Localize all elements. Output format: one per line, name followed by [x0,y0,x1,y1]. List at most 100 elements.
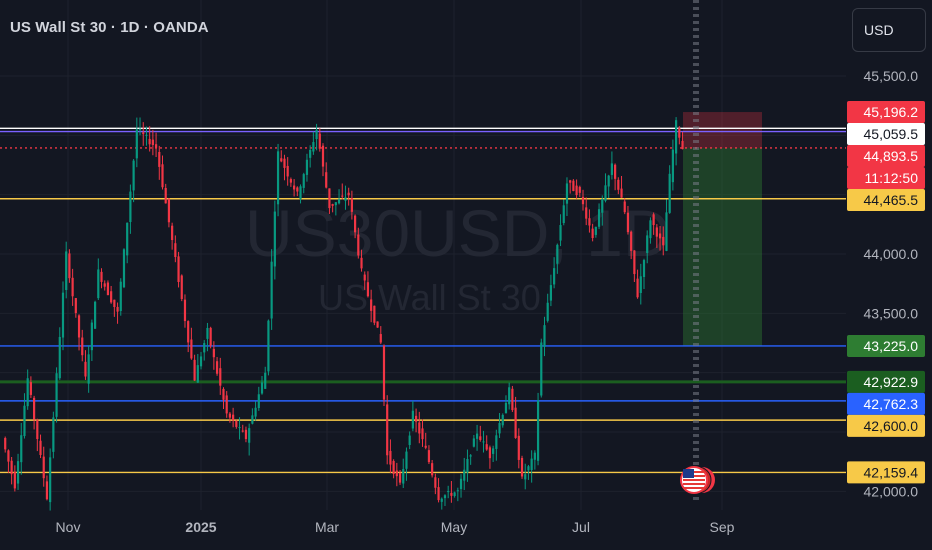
candle-body [594,226,597,235]
x-tick-label: Sep [710,519,735,535]
candle-body [119,281,122,312]
candle-body [431,463,434,476]
price-label-text: 42,762.3 [864,396,919,412]
candle-body [215,361,219,374]
candle-body [479,436,482,440]
event-marker[interactable] [680,466,715,494]
candle-body [459,478,463,490]
candle-body [581,196,585,205]
candle-body [440,498,443,502]
candle-body [427,450,431,463]
price-label-text: 42,600.0 [864,418,919,434]
candle-body [276,151,280,205]
candle-body [424,445,427,448]
candle-body [681,140,684,150]
candle-body [639,276,642,294]
candle-body [235,420,238,427]
currency-button[interactable]: USD [852,8,926,52]
candles [4,117,684,511]
candle-body [142,132,145,134]
candle-body [68,253,71,279]
candle-body [652,214,655,226]
candle-body [633,250,636,275]
candle-body [572,180,575,192]
candle-body [16,461,20,484]
price-label-box [847,461,925,484]
watermark: US30USD, 1D US Wall St 30 [245,196,671,318]
candle-body [585,207,588,219]
horizontal-lines[interactable] [0,127,846,474]
candle-body [264,372,267,389]
candle-body [206,327,209,339]
price-label-box [847,414,925,437]
candle-body [501,414,504,426]
candle-body [232,414,235,421]
price-label-box [847,189,925,212]
candle-body [257,394,260,409]
price-label-box [847,370,925,393]
candle-body [196,365,199,383]
candle-body [559,225,562,241]
candle-body [87,354,90,384]
candle-body [533,452,536,460]
candle-body [97,269,100,299]
candle-body [678,128,681,138]
candle-body [132,160,135,191]
candle-body [328,188,331,209]
candle-body [65,251,68,290]
candle-body [617,179,620,190]
candle-body [225,395,228,414]
candle-body [671,149,674,183]
candle-body [187,321,190,343]
price-label-box [847,123,925,146]
x-axis: Nov 2025 Mar May Jul Sep [56,519,735,535]
candle-body [71,277,74,297]
candle-body [373,305,376,323]
candle-body [556,244,559,264]
candle-body [549,285,553,301]
candle-body [138,129,142,131]
candle-body [376,321,379,328]
candle-body [219,368,222,386]
candle-body [421,428,424,440]
chart-title: US Wall St 30 · 1D · OANDA [10,19,209,36]
price-label-text: 44,893.5 [864,148,919,164]
candle-body [553,268,556,285]
candle-body [126,222,129,256]
candle-body [334,202,337,206]
candle-body [402,469,405,484]
candle-body [177,256,180,283]
y-tick-label: 44,000.0 [864,246,919,262]
candle-body [55,373,58,417]
candle-body [655,227,658,237]
candle-body [305,159,309,175]
candle-body [180,275,183,300]
candle-body [395,470,398,477]
x-tick-label: 2025 [185,519,216,535]
candle-body [228,413,232,418]
candle-body [7,450,10,462]
price-label-text: 42,922.9 [864,374,919,390]
candle-body [20,435,23,463]
candle-body [344,197,347,201]
candle-body [414,415,418,422]
candle-body [4,438,7,450]
candle-body [514,407,517,438]
candle-body [36,419,39,440]
candle-body [386,404,389,456]
price-label-box [847,101,925,124]
candle-body [337,199,341,204]
candle-body [357,234,360,256]
candle-body [450,492,453,496]
candle-body [26,378,29,407]
price-label-box [847,392,925,415]
candle-body [646,235,649,253]
candle-body [562,205,565,224]
candle-body [129,191,132,223]
watermark-name: US Wall St 30 [318,277,541,318]
candle-body [74,298,77,314]
candle-body [578,186,581,193]
candle-body [58,336,61,379]
flag-stripe [683,487,705,489]
